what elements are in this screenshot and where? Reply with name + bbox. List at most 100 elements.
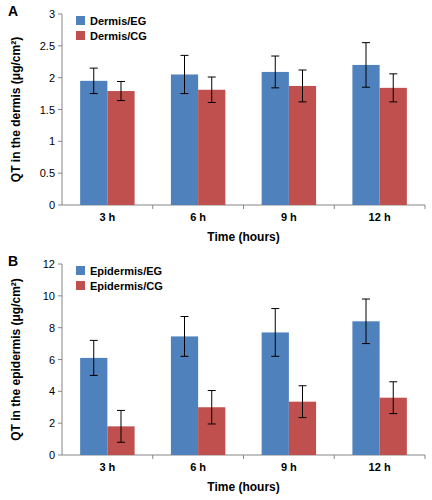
error-line — [366, 43, 367, 88]
y-tick-label: 0 — [49, 199, 55, 211]
y-tick-label: 10 — [43, 290, 55, 302]
error-bar — [117, 410, 125, 442]
y-tick — [58, 327, 62, 328]
error-bar — [90, 68, 98, 93]
y-tick — [58, 264, 62, 265]
error-line — [93, 68, 94, 93]
error-bar — [389, 74, 397, 102]
y-tick — [58, 295, 62, 296]
error-cap — [90, 68, 98, 69]
error-line — [302, 70, 303, 102]
error-cap — [389, 413, 397, 414]
error-bar — [181, 317, 189, 357]
error-cap — [362, 299, 370, 300]
error-cap — [90, 375, 98, 376]
y-tick — [58, 173, 62, 174]
y-tick-label: 8 — [49, 322, 55, 334]
legend-swatch — [76, 281, 85, 290]
y-axis-title: QT in the epidermis (μg/cm²) — [9, 278, 23, 441]
error-bar — [298, 70, 306, 102]
bar — [198, 90, 225, 205]
error-cap — [389, 101, 397, 102]
y-tick-label: 6 — [49, 354, 55, 366]
x-tick-label: 9 h — [281, 461, 297, 473]
panel: A00.511.522.53QT in the dermis (μg/cm²)T… — [8, 3, 425, 244]
y-tick-label: 4 — [49, 385, 55, 397]
legend-label: Dermis/CG — [90, 30, 147, 42]
error-bar — [181, 55, 189, 93]
panel-label: B — [8, 253, 18, 269]
error-cap — [181, 93, 189, 94]
x-tick — [334, 455, 335, 459]
x-axis-title: Time (hours) — [207, 230, 279, 244]
y-tick-label: 2 — [49, 72, 55, 84]
error-bar — [271, 56, 279, 88]
panel-label: A — [8, 3, 18, 19]
marks — [80, 43, 407, 205]
x-tick — [152, 455, 153, 459]
error-cap — [208, 423, 216, 424]
y-axis — [62, 14, 63, 205]
y-tick — [58, 455, 62, 456]
y-tick — [58, 45, 62, 46]
x-tick — [425, 205, 426, 209]
y-tick-label: 2 — [49, 417, 55, 429]
error-cap — [90, 93, 98, 94]
y-tick-label: 1 — [49, 135, 55, 147]
error-cap — [271, 308, 279, 309]
error-cap — [298, 101, 306, 102]
legend-swatch — [76, 16, 85, 25]
x-tick — [425, 455, 426, 459]
y-tick — [58, 423, 62, 424]
y-tick-label: 3 — [49, 8, 55, 20]
error-line — [120, 410, 121, 442]
x-tick-label: 12 h — [369, 211, 391, 223]
error-line — [120, 81, 121, 100]
y-tick-label: 0.5 — [40, 167, 55, 179]
legend: Epidermis/EGEpidermis/CG — [76, 265, 163, 292]
legend-swatch — [76, 31, 85, 40]
x-tick-label: 6 h — [190, 211, 206, 223]
y-tick-label: 1.5 — [40, 104, 55, 116]
x-tick-label: 3 h — [99, 211, 115, 223]
y-tick-label: 2.5 — [40, 40, 55, 52]
error-cap — [389, 73, 397, 74]
bar — [262, 72, 289, 205]
error-bar — [271, 309, 279, 357]
x-tick — [334, 205, 335, 209]
error-bar — [90, 340, 98, 375]
error-line — [184, 317, 185, 357]
error-bar — [117, 81, 125, 100]
x-tick — [243, 455, 244, 459]
error-line — [211, 77, 212, 102]
error-bar — [298, 386, 306, 418]
error-line — [366, 299, 367, 344]
bar — [289, 86, 316, 205]
error-line — [302, 386, 303, 418]
error-line — [93, 340, 94, 375]
error-cap — [271, 356, 279, 357]
error-cap — [298, 417, 306, 418]
y-tick — [58, 77, 62, 78]
error-cap — [298, 70, 306, 71]
error-cap — [117, 410, 125, 411]
y-tick — [58, 205, 62, 206]
x-tick — [243, 205, 244, 209]
error-line — [275, 309, 276, 357]
bar — [171, 74, 198, 205]
legend-label: Dermis/EG — [90, 15, 146, 27]
x-tick-label: 9 h — [281, 211, 297, 223]
y-tick-label: 0 — [49, 449, 55, 461]
x-tick — [152, 205, 153, 209]
error-line — [393, 74, 394, 102]
legend-swatch — [76, 266, 85, 275]
panel: B024681012QT in the epidermis (μg/cm²)Ti… — [8, 253, 425, 494]
error-line — [275, 56, 276, 88]
y-tick — [58, 109, 62, 110]
bar — [80, 81, 107, 205]
error-cap — [117, 100, 125, 101]
marks — [80, 299, 407, 455]
error-bar — [389, 382, 397, 414]
error-bar — [208, 391, 216, 424]
error-bar — [362, 43, 370, 88]
